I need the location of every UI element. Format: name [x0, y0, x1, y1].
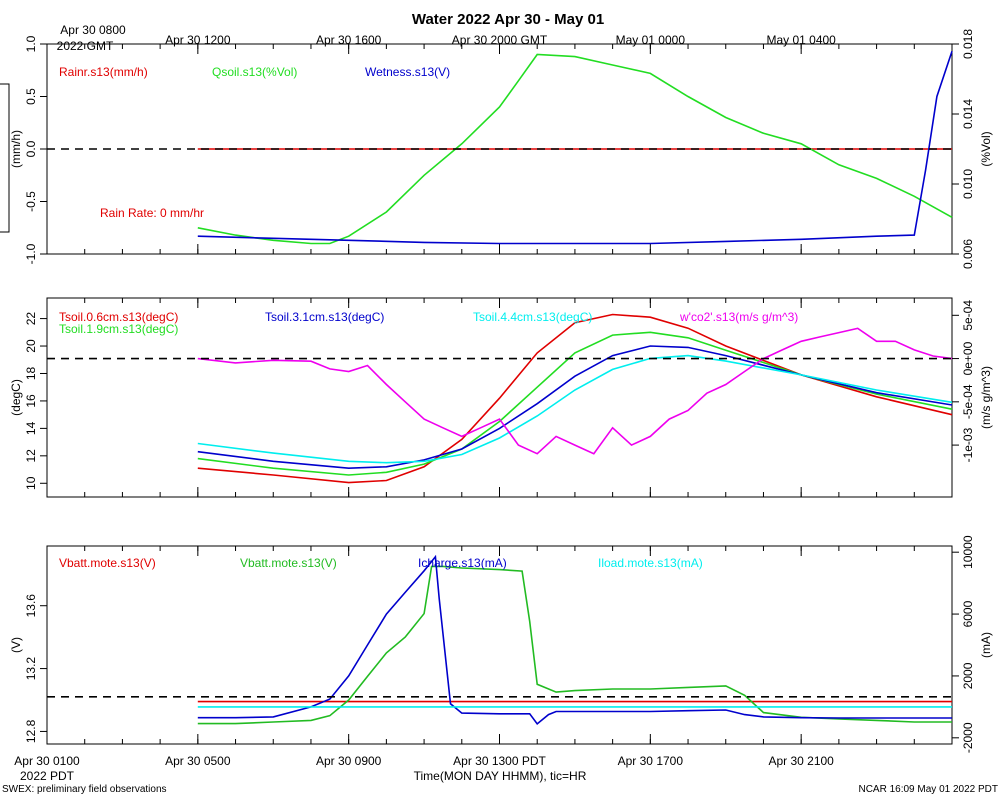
y-right-tick-label: 0.006 — [961, 239, 975, 269]
top-axis-first-label: Apr 30 0800 — [60, 23, 126, 37]
series-line-3 — [197, 51, 953, 245]
series-line-3 — [197, 345, 953, 470]
legend-entry: Tsoil.0.6cm.s13(degC) — [59, 310, 178, 324]
y-left-tick-label: 16 — [24, 394, 38, 408]
series-line-1 — [197, 313, 953, 484]
bottom-axis-tick-label: Apr 30 1300 PDT — [453, 754, 546, 768]
bottom-axis-tick-label: Apr 30 0900 — [316, 754, 382, 768]
y-right-tick-label: -5e-04 — [961, 384, 975, 419]
legend-entry: Wetness.s13(V) — [365, 65, 450, 79]
top-axis-tick-label: May 01 0400 — [766, 33, 836, 47]
legend-entry: Tsoil.3.1cm.s13(degC) — [265, 310, 384, 324]
y-left-tick-label: 18 — [24, 366, 38, 380]
bottom-axis-tick-label: Apr 30 1700 — [618, 754, 684, 768]
chart-layer: 1.0 0.5 0.0 -0.5 -1.0 0.018 0.014 0.010 0.006 (mm… — [0, 23, 998, 795]
y-left-tick-label: 0.5 — [24, 88, 38, 105]
y-right-axis-label: (mA) — [979, 632, 993, 658]
series-line-4 — [197, 354, 953, 464]
series-line-2 — [197, 331, 953, 476]
series-line-3 — [197, 554, 952, 726]
footer-timestamp: NCAR 16:09 May 01 2022 PDT — [858, 784, 998, 795]
top-axis-tick-label: Apr 30 1200 — [165, 33, 231, 47]
y-left-tick-label: 14 — [24, 421, 38, 435]
bottom-axis-tick-label: 2022 PDT — [20, 769, 75, 783]
y-left-tick-label: -1.0 — [24, 243, 38, 264]
footer-note: SWEX: preliminary field observations — [2, 784, 167, 795]
series-line-2 — [197, 53, 953, 245]
y-left-tick-label: 13.6 — [24, 594, 38, 618]
y-right-tick-label: 2000 — [961, 662, 975, 689]
annotation-text: Rain Rate: 0 mm/hr — [100, 206, 204, 220]
y-left-tick-label: 20 — [24, 339, 38, 353]
top-axis-tick-label: Apr 30 1600 — [316, 33, 382, 47]
y-left-axis-label: (V) — [9, 637, 23, 653]
legend-entry: Iload.mote.s13(mA) — [598, 556, 703, 570]
legend-entry: w'co2'.s13(m/s g/m^3) — [679, 310, 798, 324]
y-right-tick-label: -1e-03 — [961, 427, 975, 462]
y-left-tick-label: 1.0 — [24, 35, 38, 52]
y-left-tick-label: 0.0 — [24, 140, 38, 157]
y-left-tick-label: 12 — [24, 449, 38, 463]
y-right-tick-label: 0e+00 — [961, 341, 975, 375]
top-axis-first-label: 2022 GMT — [57, 39, 114, 53]
y-right-tick-label: 0.010 — [961, 169, 975, 199]
y-right-tick-label: 0.014 — [961, 99, 975, 129]
y-left-axis-label: (degC) — [9, 379, 23, 416]
bottom-axis-tick-label: Apr 30 2100 — [768, 754, 834, 768]
legend-entry: Vbatt.mote.s13(V) — [59, 556, 156, 570]
legend-entry: Vbatt.mote.s13(V) — [240, 556, 337, 570]
y-left-tick-label: -0.5 — [24, 191, 38, 212]
y-left-tick-label: 22 — [24, 312, 38, 326]
legend-entry: Tsoil.4.4cm.s13(degC) — [473, 310, 592, 324]
y-left-tick-label: 10 — [24, 476, 38, 490]
y-right-axis-label: (%Vol) — [979, 131, 993, 166]
top-axis-tick-label: Apr 30 2000 GMT — [452, 33, 548, 47]
chart-title: Water 2022 Apr 30 - May 01 — [412, 11, 604, 28]
legend-entry: Qsoil.s13(%Vol) — [212, 65, 297, 79]
legend-entry: Rainr.s13(mm/h) — [59, 65, 148, 79]
bottom-axis-tick-label: Apr 30 0500 — [165, 754, 231, 768]
y-right-tick-label: 5e-04 — [961, 300, 975, 331]
series-line-5 — [197, 327, 953, 455]
side-bracket — [0, 83, 10, 233]
legend-entry: Tsoil.1.9cm.s13(degC) — [59, 322, 178, 336]
y-left-tick-label: 12.8 — [24, 719, 38, 743]
y-right-tick-label: 0.018 — [961, 29, 975, 59]
bottom-axis-tick-label: Apr 30 0100 — [14, 754, 80, 768]
series-line-2 — [197, 565, 952, 725]
top-axis-tick-label: May 01 0000 — [616, 33, 686, 47]
y-left-tick-label: 13.2 — [24, 657, 38, 681]
y-right-tick-label: 6000 — [961, 600, 975, 627]
y-right-tick-label: 10000 — [961, 535, 975, 569]
y-right-tick-label: -2000 — [961, 722, 975, 753]
y-right-axis-label: (m/s g/m^3) — [979, 366, 993, 429]
legend-entry: Icharge.s13(mA) — [418, 556, 507, 570]
y-left-axis-label: (mm/h) — [9, 130, 23, 168]
x-axis-label: Time(MON DAY HHMM), tic=HR — [414, 769, 587, 783]
